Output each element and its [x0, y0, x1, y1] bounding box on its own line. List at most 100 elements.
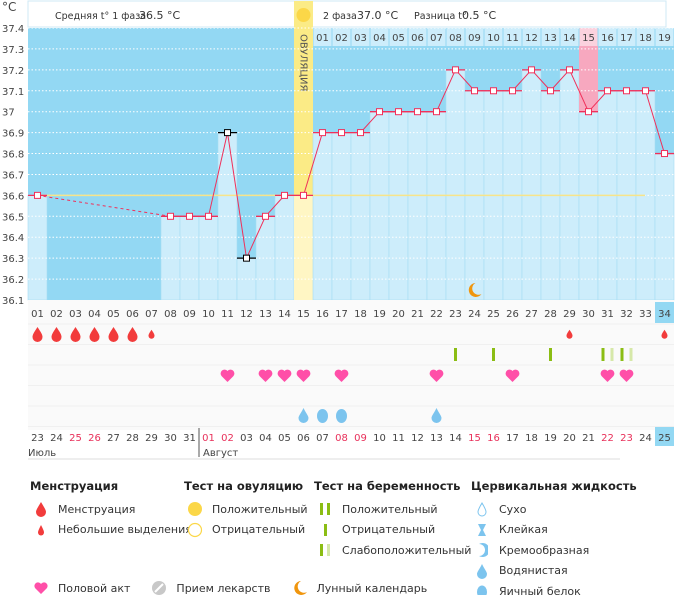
post-ovulation-day-cell — [389, 28, 408, 46]
y-tick-label: 37.2 — [2, 66, 24, 77]
post-ovulation-day-label: 10 — [487, 33, 500, 44]
y-tick-label: 36.2 — [2, 275, 24, 286]
temperature-point — [642, 87, 649, 95]
legend-pregnancy-test: Тест на беременность Положительный Отриц… — [314, 479, 471, 561]
post-ovulation-day-label: 06 — [411, 33, 424, 44]
temperature-point — [547, 87, 554, 95]
menstruation-drop-icon — [70, 327, 81, 342]
date-label: 20 — [563, 433, 576, 444]
temperature-point — [34, 191, 41, 199]
small-drop-icon — [30, 524, 52, 536]
post-ovulation-day-cell — [484, 28, 503, 46]
date-label: 25 — [658, 433, 671, 444]
cycle-day-label: 31 — [601, 309, 614, 320]
cycle-day-label: 14 — [278, 309, 291, 320]
temperature-bar-day-27 — [521, 69, 542, 301]
temperature-bar-day-14 — [274, 195, 295, 301]
date-label: 14 — [449, 433, 462, 444]
temperature-point — [604, 87, 611, 95]
phase2-label: 2 фаза — [323, 11, 357, 22]
watery-drop-icon — [431, 408, 442, 423]
post-ovulation-day-cell — [617, 28, 636, 46]
heart-icon — [334, 369, 349, 382]
date-label: 24 — [50, 433, 63, 444]
y-tick-label: 37.3 — [2, 45, 24, 56]
temperature-bar-day-20 — [388, 111, 409, 301]
header-box — [27, 0, 667, 28]
heart-icon — [429, 369, 444, 382]
heart-icon — [30, 581, 52, 595]
temperature-point — [338, 129, 345, 137]
date-label: 27 — [107, 433, 120, 444]
cycle-day-label: 32 — [620, 309, 633, 320]
y-tick-label: 37.4 — [2, 24, 24, 35]
cycle-day-label: 13 — [259, 309, 272, 320]
legend-ovulation-test: Тест на овуляцию Положительный Отрицател… — [184, 479, 308, 540]
post-ovulation-day-cell — [332, 28, 351, 46]
cycle-day-label: 17 — [335, 309, 348, 320]
temperature-point — [167, 212, 174, 220]
post-ovulation-day-label: 18 — [639, 33, 652, 44]
cycle-day-label: 20 — [392, 309, 405, 320]
temperature-point — [281, 191, 288, 199]
temperature-line — [37, 194, 171, 217]
post-ovulation-day-cell — [579, 28, 598, 46]
cycle-day-label: 03 — [69, 309, 82, 320]
date-label: 17 — [506, 433, 519, 444]
creamy-icon — [471, 542, 493, 558]
cycle-day-label: 21 — [411, 309, 424, 320]
post-ovulation-day-cell — [503, 28, 522, 46]
post-ovulation-day-label: 01 — [316, 33, 329, 44]
y-tick-label: 36.3 — [2, 254, 24, 265]
legend-cervical: Цервикальная жидкость Сухо Клейкая Кремо… — [471, 479, 637, 595]
watery-drop-icon — [298, 408, 309, 423]
pregnancy-test-bar — [601, 348, 605, 361]
current-day-highlight — [655, 302, 674, 323]
post-ovulation-day-label: 13 — [544, 33, 557, 44]
cycle-day-label: 22 — [430, 309, 443, 320]
temperature-point — [300, 191, 307, 199]
date-label: 10 — [373, 433, 386, 444]
cycle-day-label: 04 — [88, 309, 101, 320]
weak-bar-icon — [314, 542, 336, 558]
post-ovulation-day-cell — [560, 28, 579, 46]
pregnancy-test-weak-bar — [629, 348, 633, 361]
post-ovulation-day-cell — [541, 28, 560, 46]
temperature-point — [357, 129, 364, 137]
temperature-point — [509, 87, 516, 95]
ovulation-label: ОВУЛЯЦИЯ — [298, 34, 309, 92]
cycle-day-label: 30 — [582, 309, 595, 320]
temperature-point — [471, 87, 478, 95]
post-ovulation-day-label: 03 — [354, 33, 367, 44]
phase1-label: Средняя t° 1 фаза — [55, 11, 146, 22]
date-label: 23 — [31, 433, 44, 444]
unit-label: °C — [2, 0, 16, 14]
temperature-line — [303, 132, 323, 196]
phase1-value: 36.5 °C — [139, 9, 180, 22]
legend-label: Яичный белок — [499, 584, 581, 595]
pregnancy-test-bar — [492, 348, 495, 361]
legend-label: Небольшие выделения — [58, 523, 192, 537]
post-ovulation-day-label: 12 — [525, 33, 538, 44]
cycle-day-label: 07 — [145, 309, 158, 320]
post-ovulation-day-label: 14 — [563, 33, 576, 44]
phase2-value: 37.0 °C — [357, 9, 398, 22]
post-ovulation-day-cell — [655, 28, 674, 46]
temperature-bar-day-19 — [369, 111, 390, 301]
menstruation-drop-icon — [51, 327, 62, 342]
diff-label: Разница t° — [414, 11, 467, 22]
legend-label: Половой акт — [58, 581, 131, 595]
date-label: 07 — [316, 433, 329, 444]
temperature-point — [205, 212, 212, 220]
post-ovulation-day-cell — [370, 28, 389, 46]
temperature-point — [414, 108, 421, 116]
pregnancy-test-bar — [620, 348, 624, 361]
cycle-day-label: 06 — [126, 309, 139, 320]
y-tick-label: 36.1 — [2, 296, 24, 307]
heart-icon — [220, 369, 235, 382]
legend-label: Отрицательный — [342, 523, 436, 537]
eggwhite-icon — [336, 409, 347, 423]
cycle-day-label: 12 — [240, 309, 253, 320]
ovulation-fill — [294, 195, 313, 300]
temperature-point — [452, 66, 459, 74]
